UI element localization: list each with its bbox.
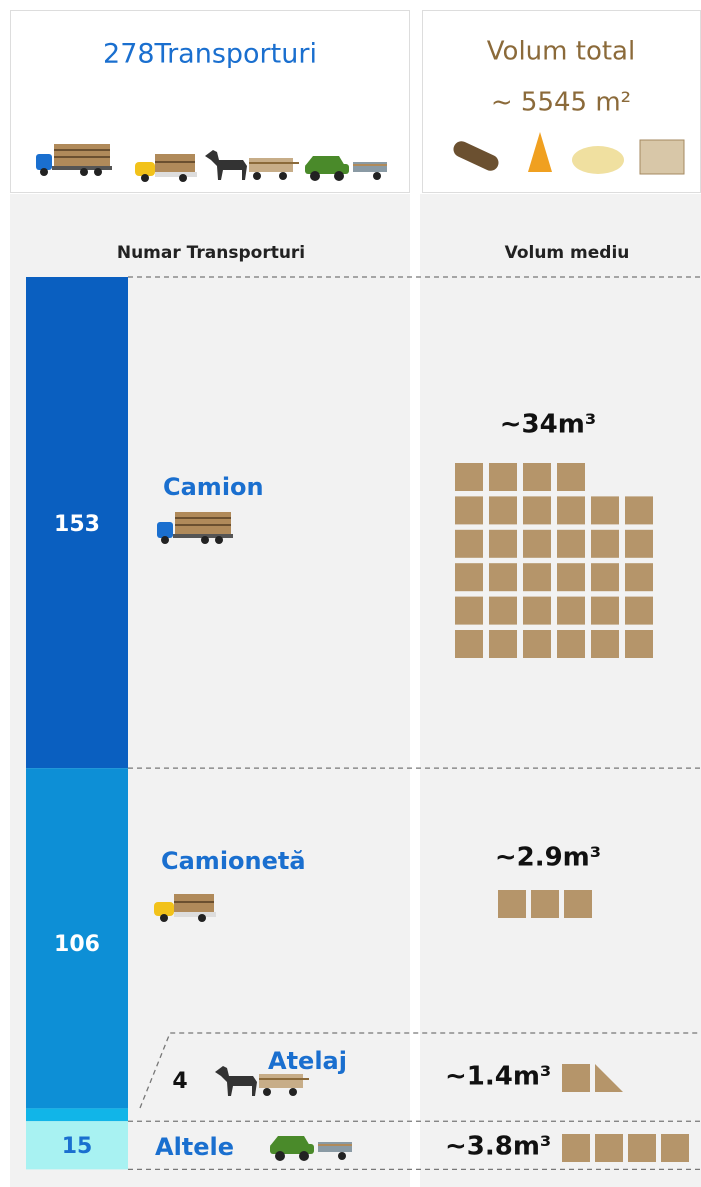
volume-square [455,530,483,558]
count-label: 15 [62,1134,93,1159]
volume-square [455,630,483,658]
volume-square [625,563,653,591]
volume-square [523,496,551,524]
volume-label: ~3.8m³ [445,1132,551,1162]
volume-label: ~1.4m³ [445,1062,551,1092]
volume-square [591,563,619,591]
volume-square [523,563,551,591]
volume-square [564,890,592,918]
volume-square [489,463,517,491]
volume-label: ~34m³ [500,410,596,440]
volume-square [591,630,619,658]
volume-square [523,630,551,658]
volume-square [489,496,517,524]
volume-square [455,563,483,591]
category-label: Altele [155,1133,234,1161]
category-label: Camion [163,473,264,501]
infographic: 278Transporturi Volum total ~ 5545 m² Nu… [0,0,701,1187]
volume-square [625,630,653,658]
volume-square [557,463,585,491]
volume-square [661,1134,689,1162]
volume-square [557,530,585,558]
volume-square [455,597,483,625]
volume-square [523,463,551,491]
count-label: 4 [172,1069,187,1094]
volume-square [557,630,585,658]
volume-square [523,597,551,625]
volume-square [625,530,653,558]
volume-square [595,1134,623,1162]
title: 278Transporturi [103,39,317,70]
axis-label: Volum mediu [505,243,630,263]
volume-square [557,597,585,625]
volume-square [498,890,526,918]
count-label: 106 [54,932,100,957]
volume-square [557,563,585,591]
category-label: Atelaj [268,1047,347,1075]
volume-square [489,530,517,558]
volume-square [455,496,483,524]
volume-square [562,1134,590,1162]
volume-square [523,530,551,558]
right-panel [420,194,701,1187]
volume-square [489,597,517,625]
volume-square [489,563,517,591]
bar-segment [26,1108,128,1121]
volume-square [562,1064,590,1092]
volume-square [557,496,585,524]
volume-square [489,630,517,658]
volume-label: ~2.9m³ [495,843,601,873]
volume-square [591,597,619,625]
volume-square [455,463,483,491]
volume-square [591,496,619,524]
volume-square [625,496,653,524]
axis-label: Numar Transporturi [117,243,305,263]
subtitle: ~ 5545 m² [491,88,631,118]
volume-square [628,1134,656,1162]
volume-square [591,530,619,558]
volume-square [531,890,559,918]
subtitle: Volum total [487,37,635,67]
volume-square [625,597,653,625]
count-label: 153 [54,512,100,537]
category-label: Camionetă [161,847,306,875]
